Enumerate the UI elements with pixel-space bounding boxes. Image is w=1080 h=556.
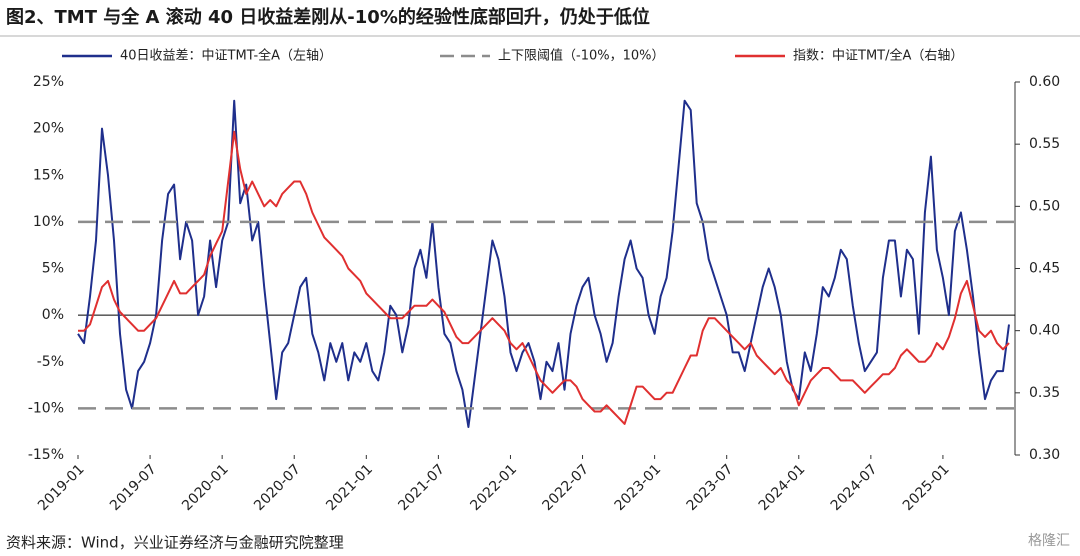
y-tick-label: 15% [33,167,64,183]
y-tick-label: 25% [33,74,64,90]
y-tick-label: 20% [33,121,64,137]
x-tick-label: 2021-01 [323,461,376,514]
x-tick-label: 2020-07 [251,461,304,514]
x-tick-label: 2022-07 [540,461,593,514]
y2-tick-label: 0.35 [1029,385,1060,401]
y-tick-label: 5% [42,261,64,277]
x-tick-label: 2023-07 [684,461,737,514]
y2-tick-label: 0.40 [1029,323,1060,339]
y-tick-label: -15% [28,447,64,463]
x-tick-label: 2021-07 [395,461,448,514]
x-tick-label: 2023-01 [612,461,665,514]
chart-title: 图2、TMT 与全 A 滚动 40 日收益差刚从-10%的经验性底部回升，仍处于… [6,6,650,28]
y-tick-label: 0% [42,307,64,323]
y-tick-label: -10% [28,400,64,416]
series-line [77,99,1010,428]
x-tick-label: 2020-01 [179,461,232,514]
y2-tick-label: 0.60 [1029,74,1060,90]
x-tick-label: 2019-01 [35,461,88,514]
x-tick-label: 2022-01 [467,461,520,514]
y-tick-label: -5% [37,354,64,370]
x-tick-label: 2019-07 [107,461,160,514]
source: 资料来源：Wind，兴业证券经济与金融研究院整理 [6,534,344,552]
legend-label: 指数：中证TMT/全A（右轴） [793,48,963,64]
y2-tick-label: 0.50 [1029,198,1060,214]
y2-tick-label: 0.45 [1029,261,1060,277]
y-tick-label: 10% [33,214,64,230]
x-tick-label: 2024-01 [756,461,809,514]
x-tick-label: 2025-01 [900,461,953,514]
legend-label: 上下限阈值（-10%，10%） [498,48,664,64]
series-line [78,130,1010,425]
legend-label: 40日收益差：中证TMT-全A（左轴） [120,48,332,64]
watermark: 格隆汇 [1028,533,1070,549]
y2-tick-label: 0.55 [1029,136,1060,152]
y2-tick-label: 0.30 [1029,447,1060,463]
x-tick-label: 2024-07 [828,461,881,514]
